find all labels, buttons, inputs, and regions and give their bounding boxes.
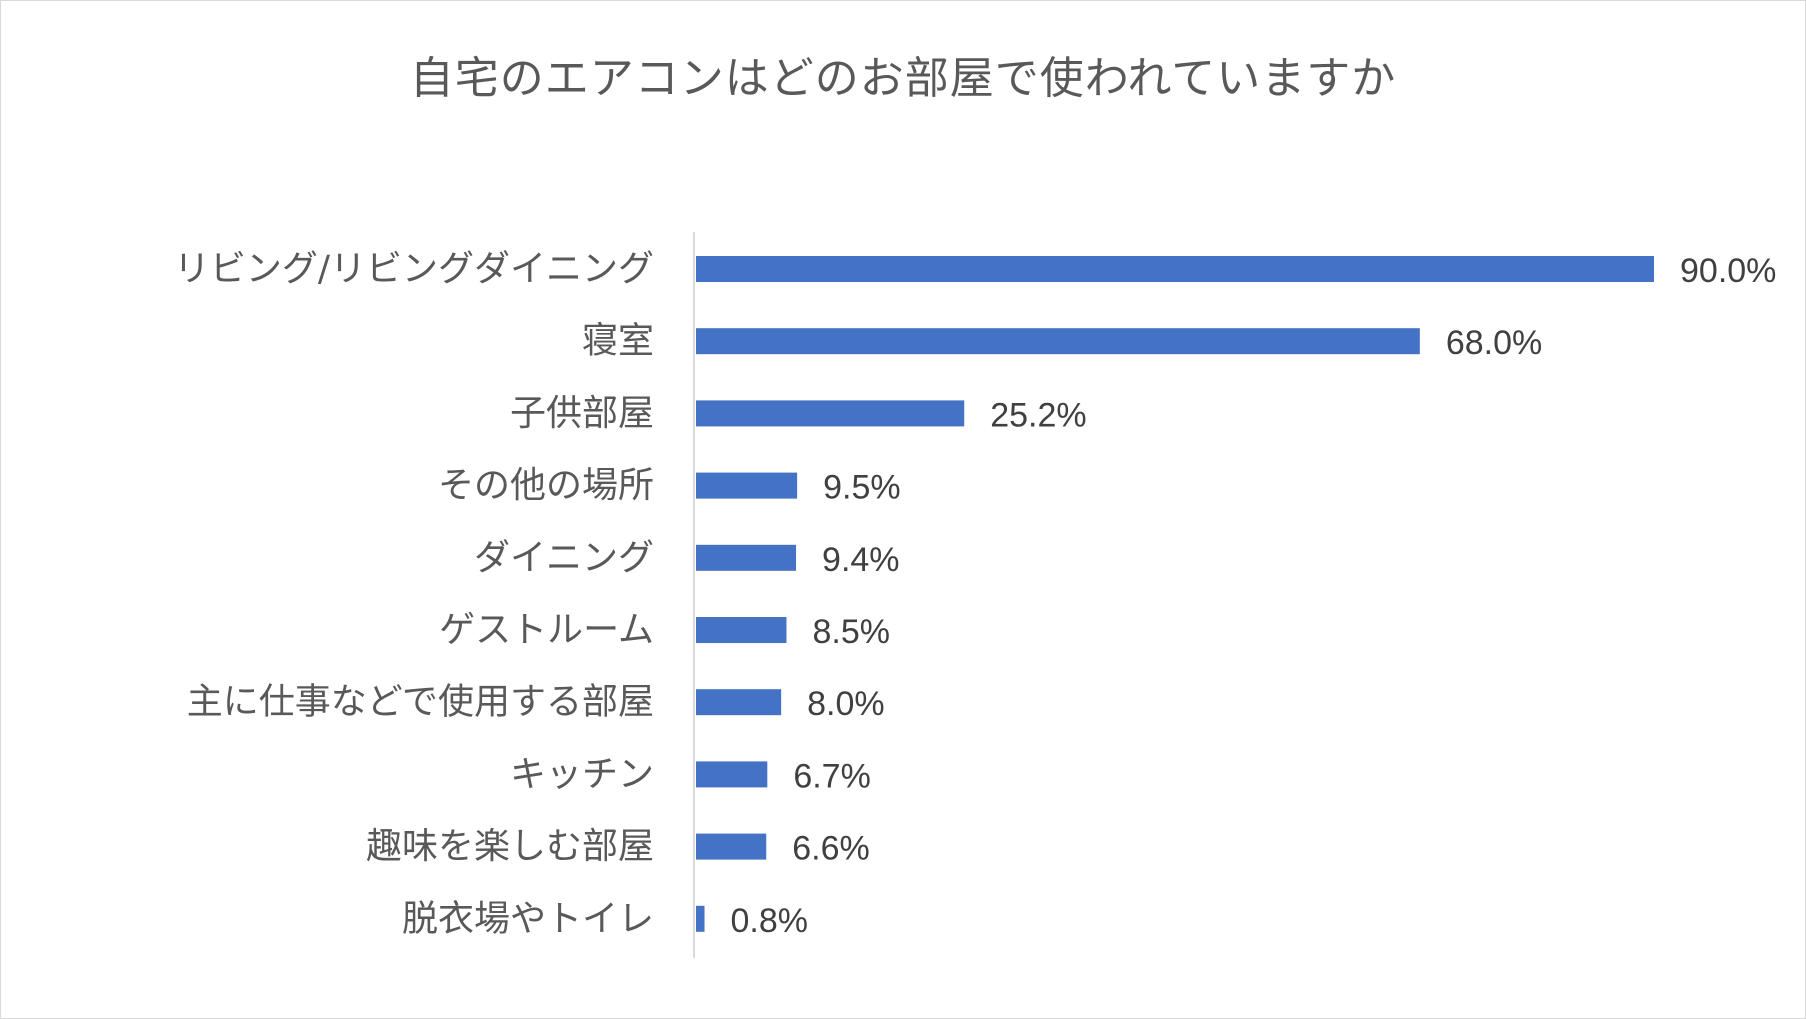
value-label: 8.0% [807, 685, 885, 723]
bar [696, 328, 1420, 355]
value-label: 6.6% [792, 830, 870, 868]
category-label: リビング/リビングダイニング [174, 249, 654, 290]
category-label: ダイニング [474, 537, 654, 578]
category-label: キッチン [510, 754, 654, 795]
bar [696, 689, 782, 716]
category-label: ゲストルーム [439, 610, 654, 651]
category-label: 趣味を楽しむ部屋 [366, 826, 654, 867]
bar [696, 400, 965, 427]
value-label: 25.2% [990, 396, 1086, 434]
category-label: その他の場所 [438, 465, 654, 506]
value-label: 6.7% [793, 757, 871, 795]
value-label: 8.5% [812, 613, 890, 651]
value-label: 9.5% [823, 469, 901, 507]
bar [696, 617, 787, 643]
bar [696, 544, 797, 571]
value-label: 90.0% [1680, 252, 1776, 290]
category-label: 寝室 [582, 321, 654, 362]
value-label: 0.8% [731, 902, 809, 940]
category-label: 子供部屋 [510, 393, 654, 434]
value-label: 9.4% [822, 541, 900, 579]
category-label: 脱衣場やトイレ [402, 898, 654, 939]
bars-group: リビング/リビングダイニング 90.0% 寝室 68.0% 子供部屋 25.2% その他の場… [174, 249, 1777, 940]
category-label: 主に仕事などで使用する部屋 [187, 682, 654, 723]
bar [696, 833, 767, 860]
bar [696, 256, 1654, 282]
chart-title: 自宅のエアコンはどのお部屋で使われていますか [409, 53, 1397, 104]
bar [696, 905, 705, 932]
value-label: 68.0% [1446, 324, 1542, 362]
bar [696, 472, 798, 499]
bar [696, 761, 768, 788]
